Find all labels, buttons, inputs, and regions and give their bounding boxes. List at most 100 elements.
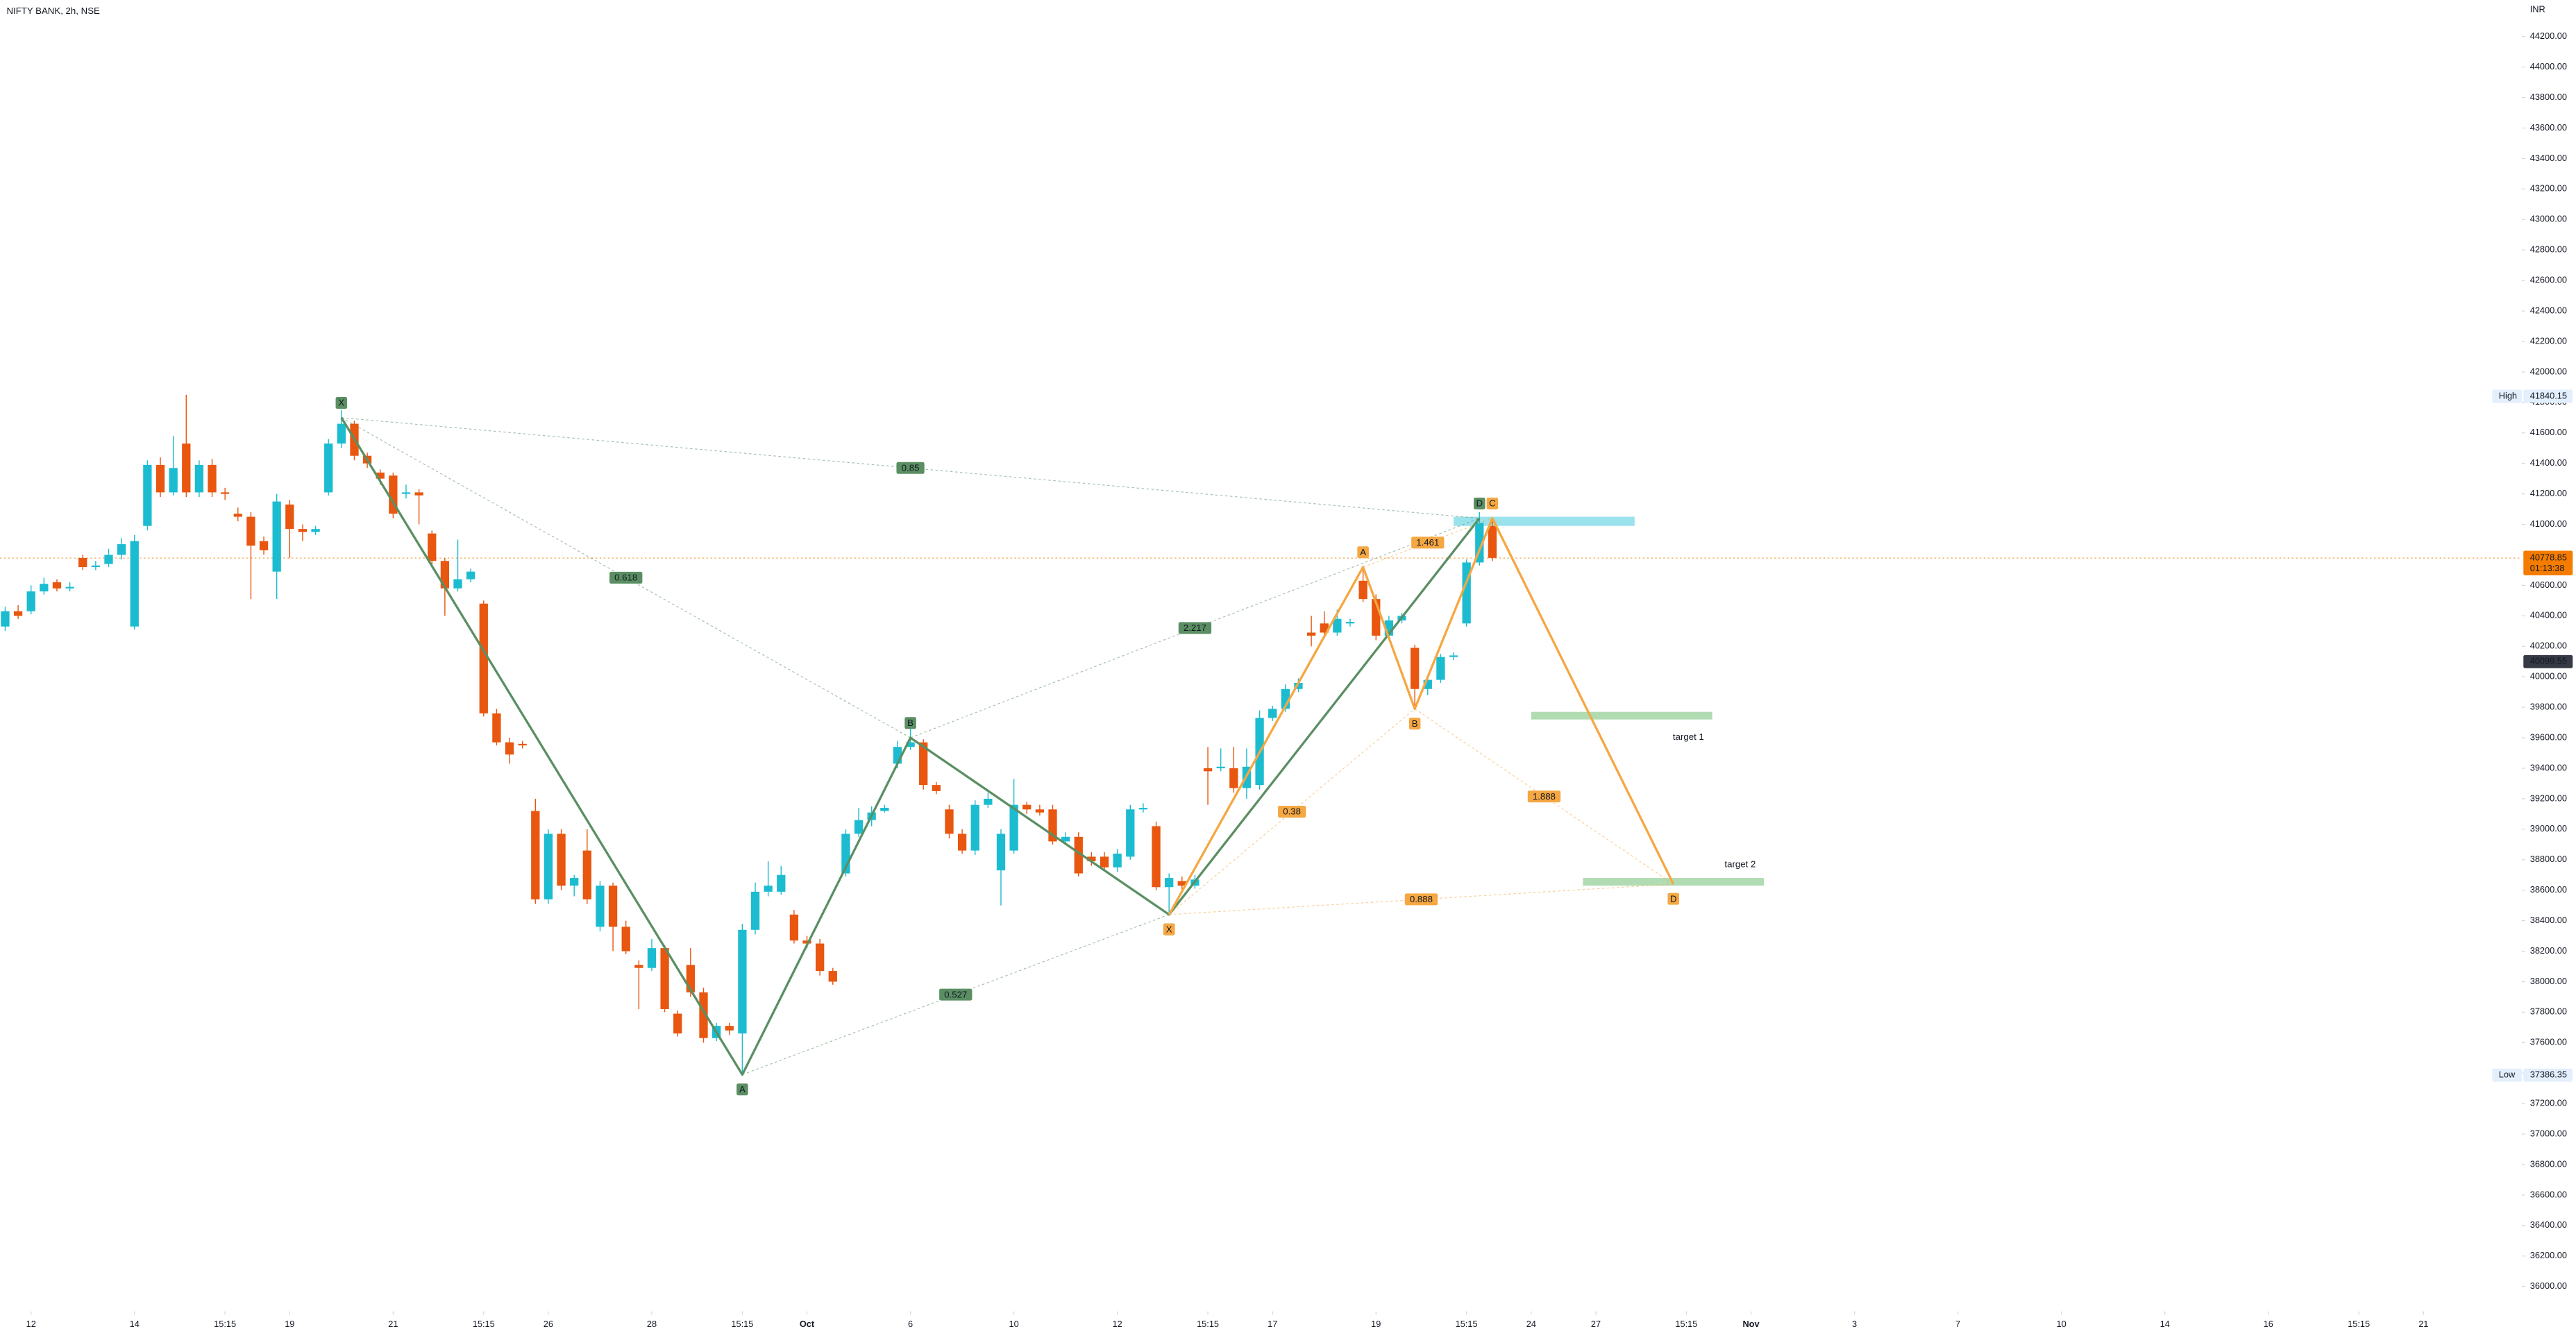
y-tick-label: 42200.00 [2530,335,2567,346]
candle-body [1113,853,1122,868]
y-tick-label: 44000.00 [2530,61,2567,71]
candle-body [816,943,825,972]
y-tick-label: 43200.00 [2530,183,2567,194]
y-tick-label: 39200.00 [2530,793,2567,803]
point-label: B [907,718,914,728]
y-tick-label: 38800.00 [2530,854,2567,864]
x-tick-label: 12 [26,1319,36,1329]
y-tick-label: 37600.00 [2530,1037,2567,1047]
x-tick-label: 15:15 [214,1319,236,1329]
y-tick-label: 38600.00 [2530,884,2567,895]
y-tick-label: 36000.00 [2530,1280,2567,1291]
y-tick-label: 38200.00 [2530,945,2567,956]
x-tick-label: 15:15 [1456,1319,1478,1329]
y-tick-label: 40200.00 [2530,641,2567,651]
price-zone [1454,516,1635,526]
x-tick-label: 21 [388,1319,398,1329]
ratio-box [896,462,925,474]
ratio-label: 1.888 [1533,791,1556,802]
y-tick-label: 41000.00 [2530,518,2567,529]
candle-body [1488,525,1497,558]
candle-body [984,798,993,805]
countdown-label: 01:13:38 [2530,563,2565,573]
y-tick-label: 36200.00 [2530,1250,2567,1260]
point-box [1667,893,1680,905]
candle-body [596,886,605,927]
x-tick-label: 27 [1591,1319,1601,1329]
candle-body [970,804,979,851]
pattern-line [1168,517,1675,915]
candle-body [1100,856,1109,868]
x-tick-label: 14 [2160,1319,2170,1329]
candle-body [143,464,152,526]
point-label: D [1670,893,1677,904]
price-marker-box [2523,654,2573,668]
y-tick-label: 38000.00 [2530,976,2567,986]
x-tick-label: 10 [1009,1319,1019,1329]
ratio-label: 2.217 [1184,623,1206,633]
candle-body [608,886,618,927]
candle-body [208,464,217,493]
ratio-box [1278,806,1306,818]
ratio-line [910,518,1480,738]
candle-body [531,811,540,899]
y-tick-label: 42000.00 [2530,366,2567,376]
price-marker-label: 41840.15 [2530,390,2567,400]
candle-body [802,940,811,944]
x-tick-label: 19 [285,1319,294,1329]
candle-body [777,874,786,892]
y-tick-label: 41600.00 [2530,427,2567,437]
point-box [1408,718,1421,730]
candle-body [479,603,488,713]
point-box [335,397,348,409]
candle-body [337,423,346,444]
candle-body [155,464,165,493]
ratio-label: 0.38 [1283,806,1301,817]
candle-body [557,834,566,886]
point-box [1486,497,1499,509]
candle-body [544,834,553,899]
x-tick-label: 15:15 [473,1319,495,1329]
point-box [1163,923,1175,936]
x-tick-label: 24 [1526,1319,1536,1329]
candle-body [311,529,320,532]
candle-body [570,878,579,886]
point-label: X [338,398,344,408]
x-tick-label: 28 [647,1319,657,1329]
candle-body [117,544,126,555]
x-tick-label: Oct [800,1319,815,1329]
ratio-box [609,571,643,584]
point-label: A [1360,547,1366,557]
price-zone [1531,711,1712,720]
candle-body [182,443,191,493]
ratio-label: 0.527 [944,989,967,999]
ratio-label: 1.461 [1416,537,1439,548]
candle-body [699,992,708,1038]
y-tick-label: 39800.00 [2530,701,2567,711]
candle-body [621,927,630,952]
candle-body [233,514,242,517]
candle-body [221,492,230,494]
candle-body [194,464,204,493]
ratio-box [1527,790,1561,803]
price-marker-label: 40099.55 [2530,656,2567,666]
y-tick-label: 44200.00 [2530,31,2567,41]
candle-body [919,742,928,786]
y-tick-label: 37200.00 [2530,1098,2567,1108]
candle-body [492,713,501,743]
price-marker-tag-box [2492,1068,2522,1082]
x-tick-label: 26 [544,1319,553,1329]
y-tick-label: 39400.00 [2530,762,2567,772]
candle-body [828,971,837,982]
last-price-label: 40778.85 [2530,552,2567,562]
candle-body [634,965,643,968]
y-tick-label: 43600.00 [2530,122,2567,133]
candle-body [1126,809,1135,857]
candle-body [1203,768,1213,772]
candle-body [1216,766,1225,768]
price-marker-tag: High [2499,390,2517,400]
candle-body [518,743,527,746]
candle-body [1229,768,1238,788]
